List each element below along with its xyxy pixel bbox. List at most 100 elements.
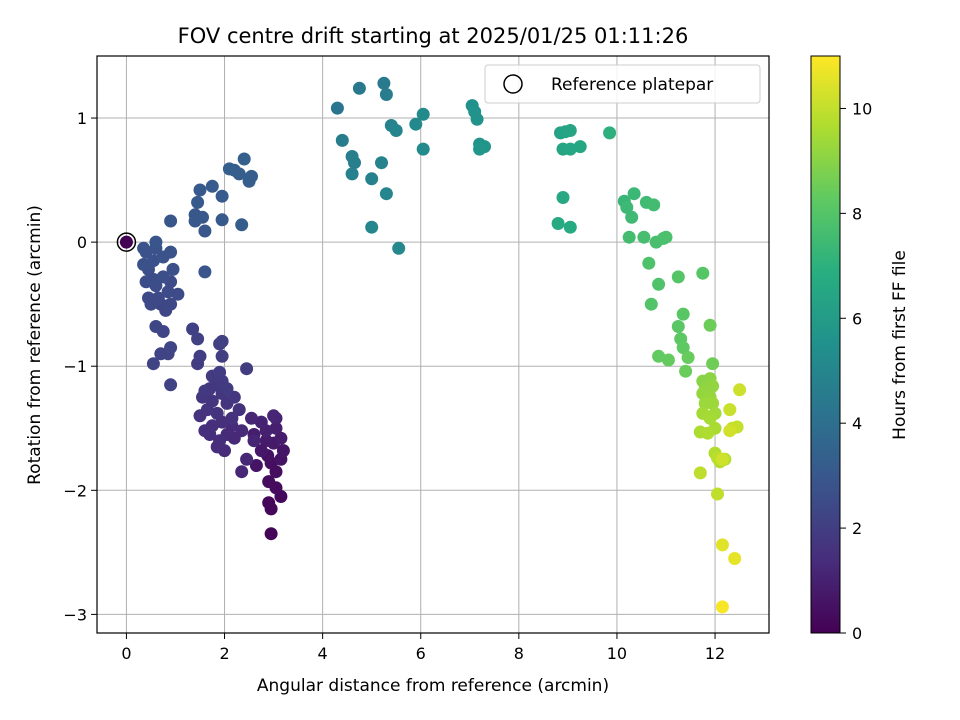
data-point [642, 256, 656, 270]
data-point [193, 349, 207, 363]
legend-label: Reference platepar [551, 75, 713, 95]
y-axis-label: Rotation from reference (arcmin) [25, 205, 45, 485]
data-point [379, 88, 393, 101]
data-point [142, 291, 155, 305]
scatter-points [137, 76, 747, 614]
data-point [213, 365, 227, 379]
data-point [661, 353, 675, 367]
data-point [198, 224, 212, 238]
data-point [146, 272, 160, 286]
data-point [627, 187, 641, 201]
y-tick-label: −3 [63, 605, 87, 624]
data-point [220, 382, 234, 396]
data-point [389, 124, 403, 137]
data-point [205, 419, 219, 433]
x-axis-ticks: 0 2 4 6 8 10 12 [121, 633, 725, 663]
plot-frame [96, 55, 770, 634]
colorbar-gradient [810, 55, 841, 634]
colorbar-ticks: 0 2 4 6 8 10 [840, 99, 872, 643]
data-point [551, 217, 565, 230]
data-point [259, 434, 273, 448]
data-point [563, 220, 577, 234]
data-point [345, 167, 359, 181]
data-point [706, 396, 720, 410]
data-point [264, 527, 278, 541]
colorbar-tick-label: 2 [852, 519, 862, 538]
data-point [715, 600, 729, 614]
y-tick-label: 0 [77, 233, 87, 252]
data-point [164, 214, 178, 228]
data-point [379, 187, 393, 201]
data-point [164, 378, 178, 392]
data-point [416, 142, 430, 156]
data-point [186, 322, 200, 336]
data-point [149, 235, 163, 249]
x-tick-label: 0 [121, 644, 131, 663]
data-point [392, 241, 406, 255]
data-point [625, 210, 639, 224]
data-point [671, 320, 685, 333]
data-point [188, 208, 202, 222]
data-point [193, 183, 207, 197]
y-tick-label: −1 [63, 357, 87, 376]
data-point [563, 142, 577, 156]
data-point [352, 81, 366, 95]
data-point [164, 297, 178, 311]
colorbar-label: Hours from first FF file [890, 250, 910, 440]
data-point [335, 133, 349, 147]
data-point [470, 112, 484, 126]
x-tick-label: 6 [416, 644, 426, 663]
legend-marker [503, 74, 523, 94]
data-point [365, 172, 379, 186]
data-point [723, 403, 737, 417]
data-point [254, 444, 268, 458]
data-point [240, 362, 254, 376]
grid-lines [97, 56, 769, 633]
data-point [146, 357, 160, 371]
colorbar-tick-label: 10 [852, 99, 872, 118]
data-point [416, 107, 430, 121]
data-point [703, 411, 717, 425]
data-point [245, 169, 258, 183]
colorbar-tick-label: 0 [852, 624, 862, 643]
x-tick-label: 4 [318, 644, 328, 663]
data-point [330, 101, 344, 115]
data-point [161, 285, 175, 299]
data-point [222, 162, 236, 176]
data-point [149, 320, 163, 333]
data-point [215, 349, 229, 363]
data-point [237, 152, 251, 166]
data-point [659, 230, 673, 244]
data-point [274, 431, 288, 445]
data-point [225, 411, 239, 425]
data-point [715, 538, 729, 552]
data-point [191, 195, 205, 209]
data-point [198, 384, 212, 398]
data-point [240, 452, 254, 466]
data-point [723, 424, 737, 438]
data-point [473, 142, 487, 156]
data-point [191, 332, 205, 346]
data-point [137, 241, 151, 255]
data-point [573, 140, 587, 154]
reference-ring [116, 232, 137, 252]
y-tick-label: −2 [63, 481, 87, 500]
data-point [264, 502, 278, 516]
legend-box [484, 64, 761, 104]
data-point [652, 349, 666, 363]
data-point [706, 357, 720, 371]
data-point [137, 258, 151, 271]
reference-point [119, 235, 133, 249]
data-point [249, 459, 263, 472]
data-point [235, 218, 249, 232]
data-point [696, 266, 710, 280]
data-point [262, 475, 276, 489]
x-tick-label: 10 [607, 644, 627, 663]
data-point [715, 452, 729, 466]
data-point [671, 270, 685, 284]
data-point [733, 383, 747, 397]
data-point [146, 254, 160, 268]
data-point [232, 403, 246, 417]
reference-marker [116, 232, 137, 252]
